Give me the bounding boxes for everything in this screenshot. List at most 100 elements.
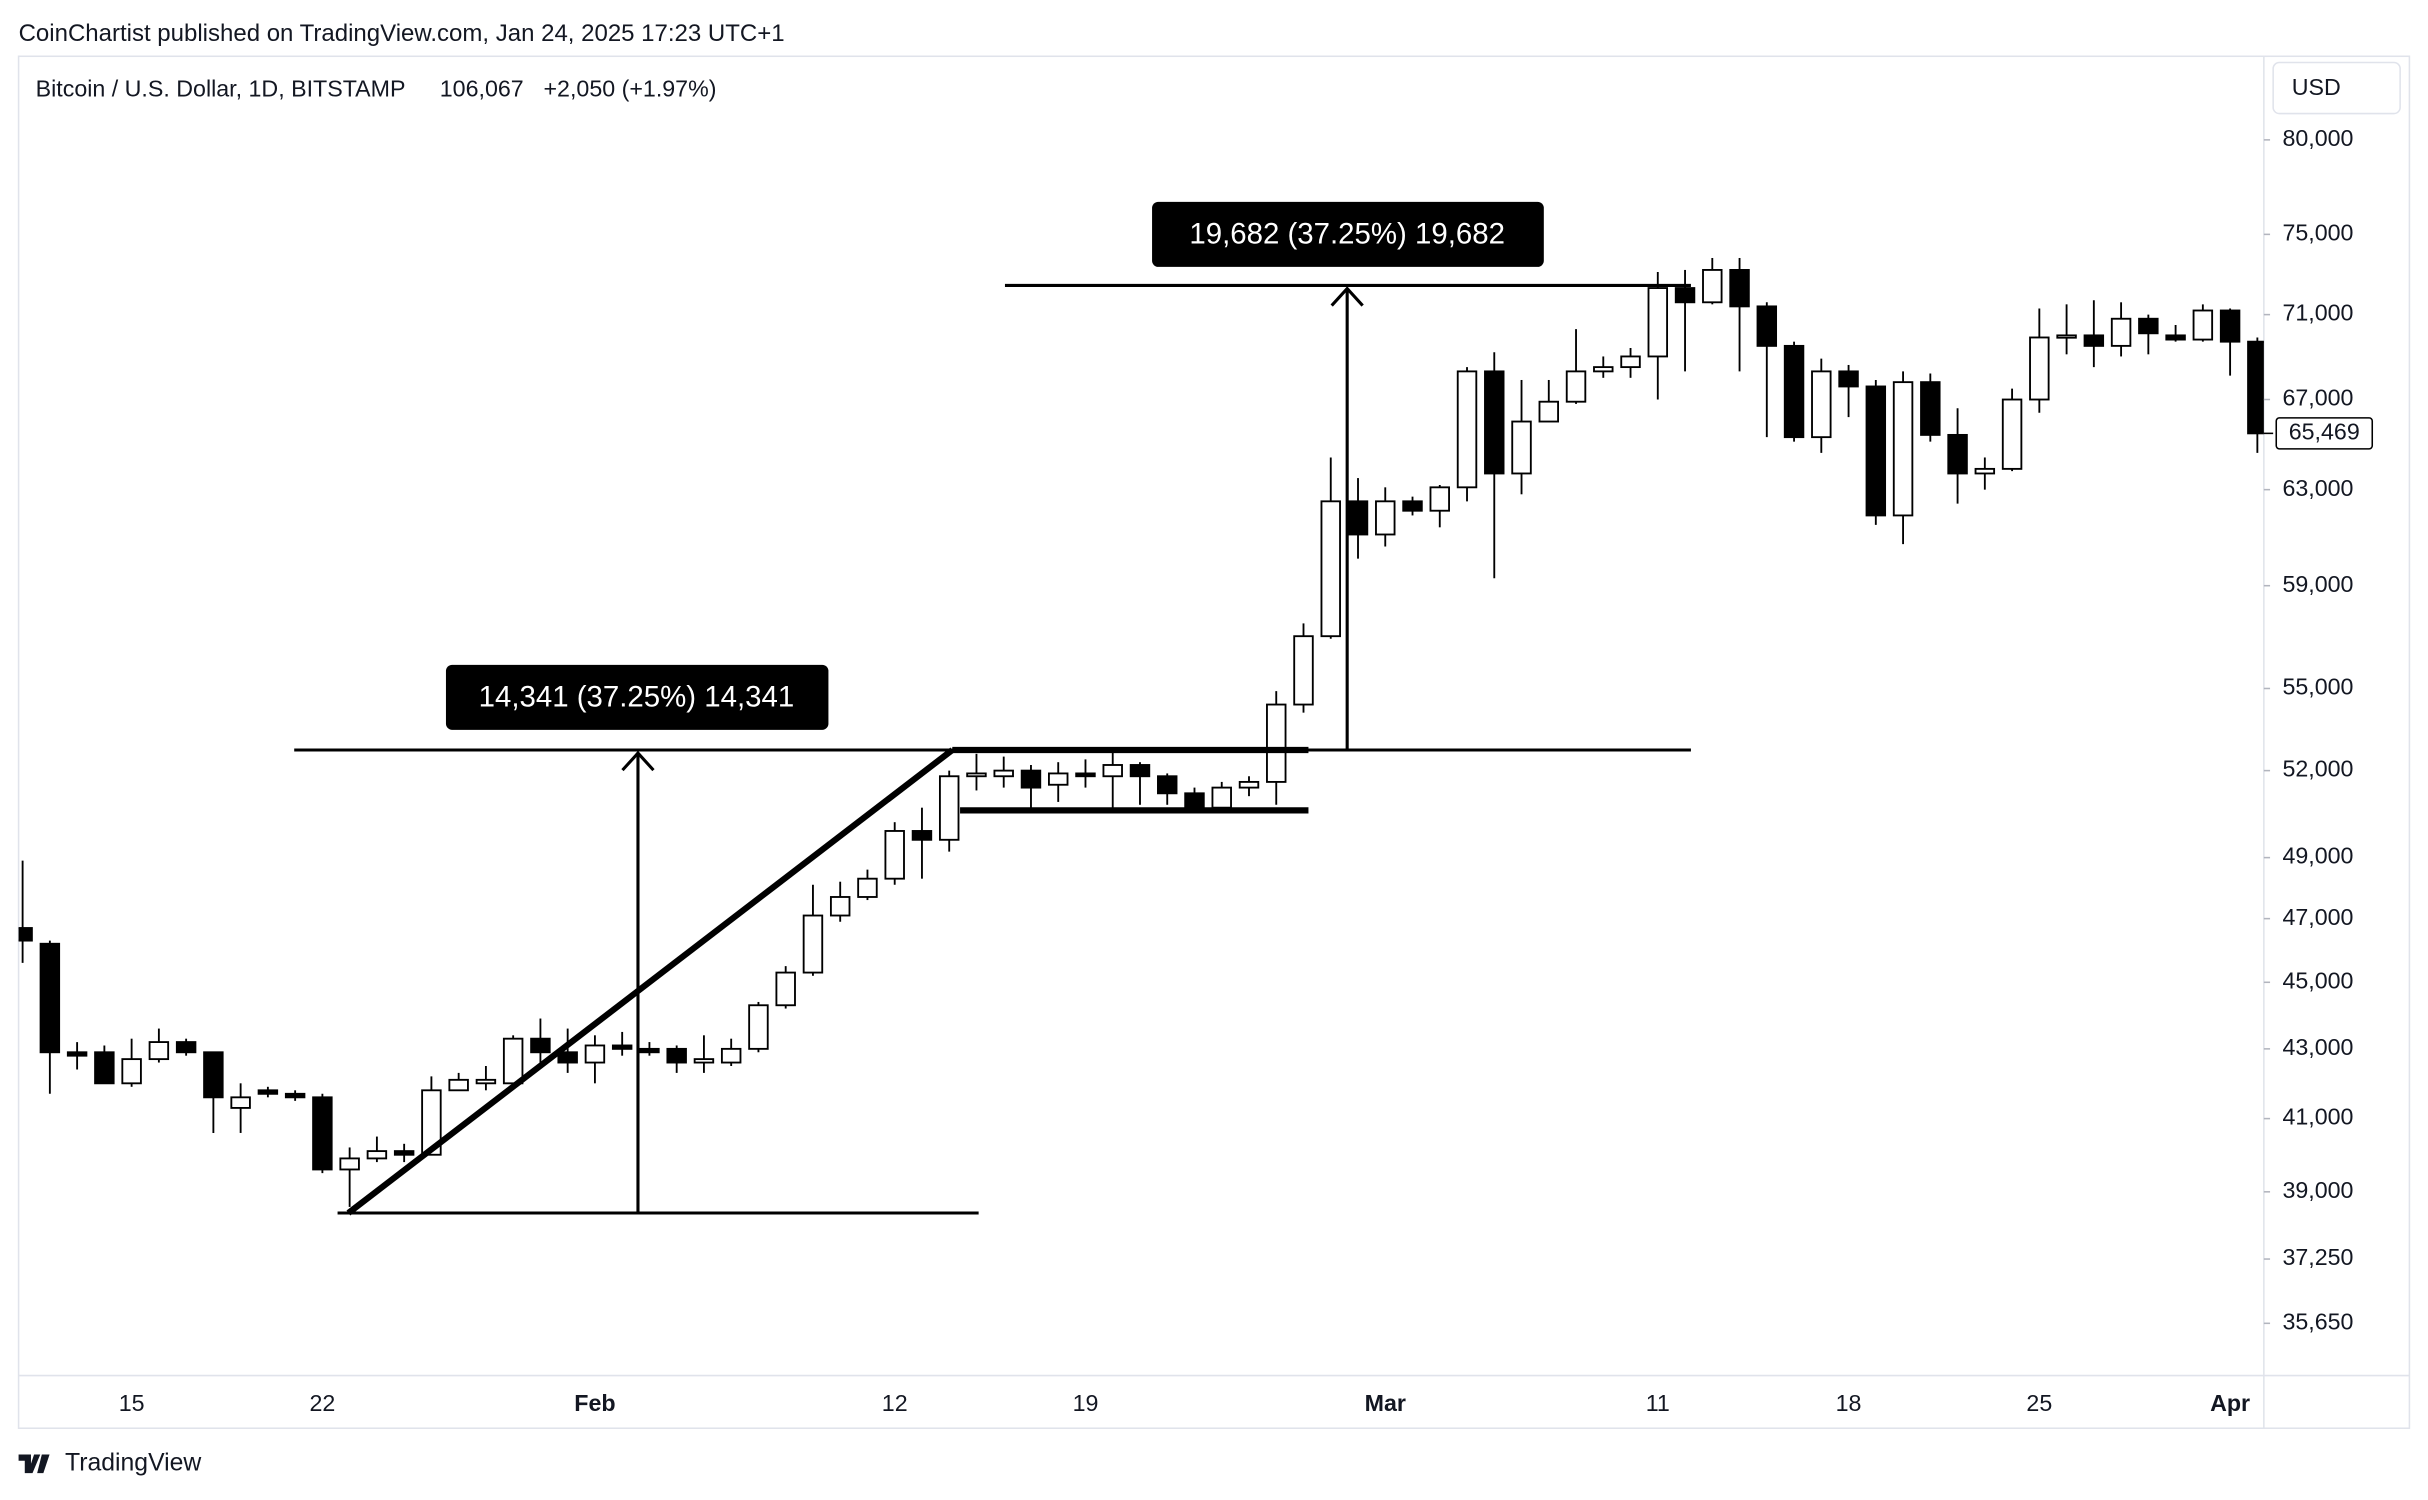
candle-body [1048, 772, 1069, 786]
candle-body [993, 769, 1014, 778]
candle-body [1075, 772, 1096, 778]
candle-body [1375, 500, 1396, 536]
candle-body [2056, 334, 2077, 339]
candle-body [203, 1051, 224, 1099]
candle-body [1620, 355, 1641, 369]
y-tick-label: 47,000 [2282, 904, 2353, 930]
candle-body [584, 1044, 606, 1064]
candle-body [2001, 398, 2023, 470]
candle-body [18, 927, 33, 942]
arrow-head [1330, 286, 1364, 307]
logo-mark [18, 1454, 50, 1474]
change-value: +2,050 (+1.97%) [544, 75, 717, 101]
candle-body [1674, 287, 1696, 304]
x-tick-label: 12 [882, 1390, 908, 1416]
candle-body [2083, 334, 2105, 347]
x-tick-label: 15 [119, 1390, 145, 1416]
candle-body [802, 914, 824, 974]
candle-body [1511, 420, 1532, 475]
candle-body [1892, 381, 1914, 517]
candle-body [475, 1078, 497, 1085]
candle-body [121, 1058, 142, 1085]
y-tick-label: 35,650 [2282, 1308, 2353, 1334]
y-tick-label: 39,000 [2282, 1177, 2353, 1203]
candle-body [2029, 336, 2050, 401]
candle-body [366, 1150, 388, 1160]
x-tick-label: 19 [1073, 1390, 1099, 1416]
candle-body [339, 1157, 360, 1171]
candle-body [1102, 764, 1123, 778]
candle-body [1266, 703, 1287, 783]
x-tick-label: Apr [2210, 1390, 2250, 1416]
currency-label[interactable]: USD [2292, 74, 2341, 100]
candle-body [257, 1089, 279, 1095]
candle-body [1429, 486, 1450, 512]
candle-body [1184, 792, 1205, 809]
publish-header: CoinChartist published on TradingView.co… [19, 20, 785, 47]
symbol-legend: Bitcoin / U.S. Dollar, 1D, BITSTAMP 106,… [36, 75, 717, 101]
y-tick-label: 49,000 [2282, 843, 2353, 869]
symbol-title: Bitcoin / U.S. Dollar, 1D, BITSTAMP [36, 75, 406, 101]
measure-label-box [445, 664, 829, 730]
candle-body [1565, 370, 1587, 403]
candle-body [1484, 370, 1505, 475]
candle-body [1920, 381, 1941, 436]
candle-body [1702, 269, 1723, 304]
candle-body [1756, 305, 1778, 347]
x-tick-label: Feb [574, 1390, 615, 1416]
candle-body [1211, 786, 1232, 809]
last-price-label: 65,469 [2289, 419, 2360, 445]
x-tick-label: Mar [1365, 1390, 1406, 1416]
last-price-tag [2275, 417, 2374, 450]
candle-body [1129, 764, 1151, 778]
y-tick-label: 45,000 [2282, 967, 2353, 993]
measure-label: 19,682 (37.25%) 19,682 [1189, 218, 1505, 251]
candle-body [175, 1041, 197, 1054]
y-tick-label: 63,000 [2282, 475, 2353, 501]
candles [18, 257, 2264, 1207]
arrow-head [621, 750, 655, 772]
candle-body [639, 1047, 660, 1054]
candle-body [421, 1089, 442, 1156]
candle-body [966, 772, 987, 778]
footer-brand: TradingView [65, 1449, 201, 1476]
candle-body [1020, 769, 1042, 789]
candle-body [148, 1041, 170, 1061]
candle-body [829, 896, 851, 917]
candle-body [2247, 340, 2264, 435]
candle-body [2110, 317, 2132, 347]
x-tick-label: 18 [1836, 1390, 1862, 1416]
y-tick-label: 67,000 [2282, 385, 2353, 411]
candle-body [1593, 366, 1614, 373]
candle-body [2138, 317, 2159, 335]
candle-body [1456, 370, 1478, 489]
candle-body [1347, 500, 1369, 536]
y-tick-label: 55,000 [2282, 674, 2353, 700]
last-value: 106,067 [440, 75, 524, 101]
candle-body [530, 1037, 551, 1054]
currency-button[interactable] [2272, 61, 2401, 115]
candle-body [1157, 775, 1178, 795]
candle-body [857, 877, 878, 898]
y-tick-label: 37,250 [2282, 1244, 2353, 1270]
candle-body [284, 1092, 306, 1099]
candle-body [230, 1096, 251, 1109]
candle-body [1974, 467, 1996, 475]
flagpole-line [346, 747, 955, 1216]
candle-body [1865, 385, 1887, 517]
candle-body [1238, 780, 1260, 789]
y-tick-label: 80,000 [2282, 125, 2353, 151]
y-tick-label: 41,000 [2282, 1104, 2353, 1130]
measure-label-box [1152, 201, 1544, 267]
x-tick-label: 22 [309, 1390, 335, 1416]
x-tick-label: 11 [1646, 1390, 1670, 1416]
y-tick-label: 52,000 [2282, 756, 2353, 782]
candle-body [938, 775, 960, 841]
candle-body [66, 1051, 88, 1057]
candle-body [1320, 500, 1341, 638]
measure-label: 14,341 (37.25%) 14,341 [479, 681, 795, 714]
candle-body [2219, 309, 2241, 343]
candle-body [775, 971, 796, 1007]
